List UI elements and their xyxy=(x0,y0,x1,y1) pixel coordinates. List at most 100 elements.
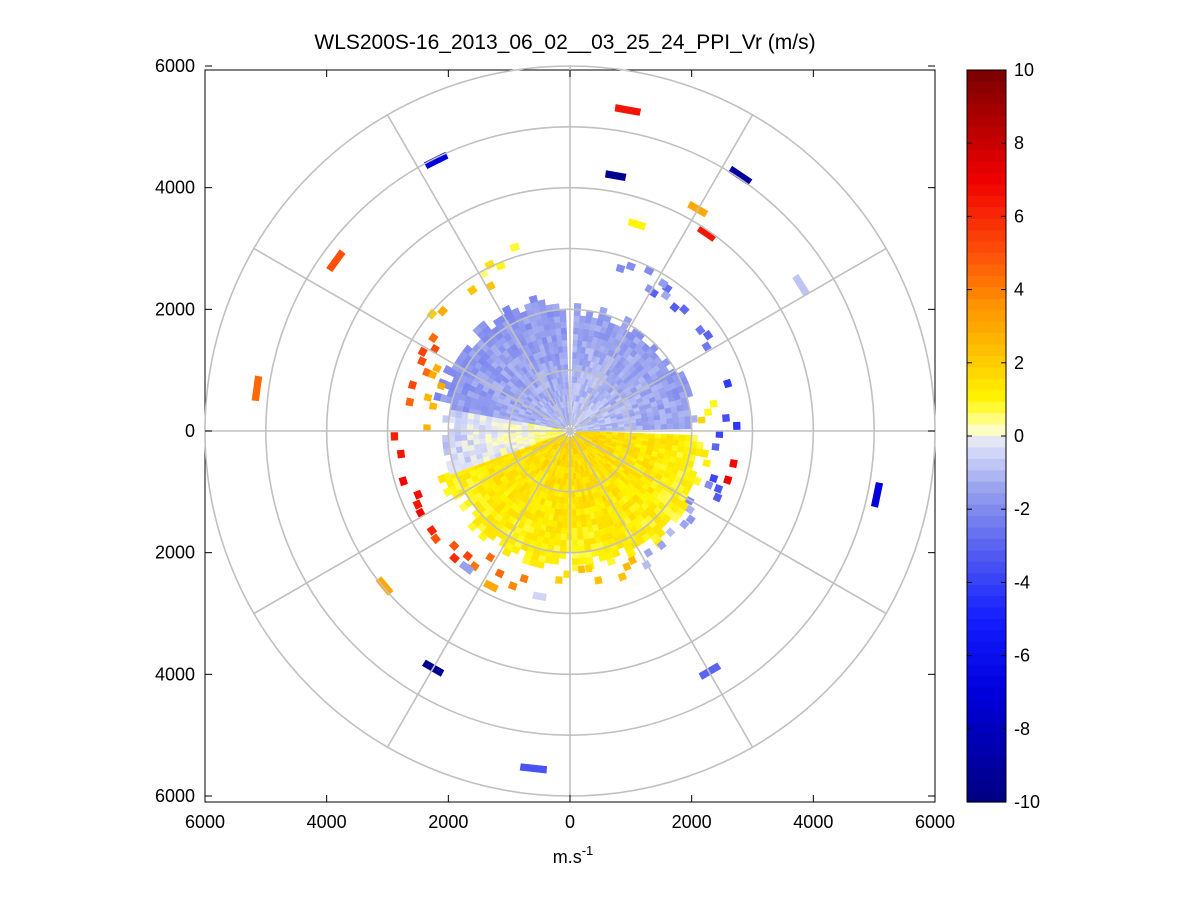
ring-point xyxy=(715,430,724,438)
ring-point xyxy=(432,363,442,373)
colorbar-tick-label: -4 xyxy=(1014,572,1030,592)
colorbar-swatch xyxy=(967,447,1006,460)
field-cell xyxy=(437,474,447,484)
outer-point xyxy=(423,151,449,169)
field-cell xyxy=(624,426,632,431)
field-cell xyxy=(672,434,680,441)
colorbar-swatch xyxy=(967,378,1006,391)
colorbar-swatch xyxy=(967,790,1006,803)
ring-point xyxy=(712,492,723,503)
ring-point xyxy=(563,570,571,578)
field-cell xyxy=(567,400,570,408)
field-cell xyxy=(448,428,455,436)
colorbar-tick-label: 0 xyxy=(1014,426,1024,446)
colorbar-tick-label: 8 xyxy=(1014,133,1024,153)
ring-point xyxy=(519,574,529,584)
field-cell xyxy=(454,428,461,436)
ring-point xyxy=(413,489,423,500)
colorbar-swatch xyxy=(967,92,1006,105)
field-cell xyxy=(462,344,473,355)
colorbar-swatch xyxy=(967,676,1006,689)
field-cell xyxy=(660,423,668,430)
field-cell xyxy=(575,515,582,523)
field-cell xyxy=(479,414,487,421)
ring-point xyxy=(733,421,741,430)
ring-point xyxy=(466,284,478,296)
colorbar-swatch xyxy=(967,390,1006,403)
colorbar-swatch xyxy=(967,218,1006,231)
ring-point xyxy=(669,302,680,313)
field-cell xyxy=(576,521,583,529)
field-cell xyxy=(454,416,462,424)
ring-point xyxy=(685,504,696,515)
colorbar-tick-label: 2 xyxy=(1014,353,1024,373)
outer-point xyxy=(519,763,548,774)
field-cell xyxy=(642,425,650,431)
field-cell xyxy=(562,351,568,359)
colorbar-swatch xyxy=(967,493,1006,506)
field-cell xyxy=(636,425,644,431)
colorbar-swatch xyxy=(967,253,1006,266)
colorbar-swatch xyxy=(967,81,1006,94)
field-cell xyxy=(537,299,546,308)
field-cell xyxy=(478,424,486,430)
colorbar-swatch xyxy=(967,767,1006,780)
ring-point xyxy=(679,519,690,530)
field-cell xyxy=(565,382,569,389)
outer-point xyxy=(458,560,475,575)
field-cell xyxy=(485,415,493,422)
ring-point xyxy=(657,278,669,289)
outer-point xyxy=(482,579,499,593)
colorbar-swatch xyxy=(967,458,1006,471)
field-cell xyxy=(570,503,576,511)
field-cell xyxy=(564,375,569,383)
field-cell xyxy=(666,423,674,430)
field-cell xyxy=(556,333,563,341)
field-cell xyxy=(501,304,512,315)
x-tick-label: 2000 xyxy=(672,812,712,832)
outer-point xyxy=(627,218,647,231)
ring-point xyxy=(643,547,654,558)
colorbar-swatch xyxy=(967,504,1006,517)
field-cell xyxy=(600,428,607,431)
colorbar-swatch xyxy=(967,104,1006,117)
colorbar-swatch xyxy=(967,481,1006,494)
field-cell xyxy=(696,441,704,450)
colorbar-tick-label: -10 xyxy=(1014,792,1040,812)
field-cell xyxy=(570,491,575,499)
ring-point xyxy=(695,324,706,336)
colorbar-tick-label: -6 xyxy=(1014,646,1030,666)
colorbar-swatch xyxy=(967,310,1006,323)
outer-point xyxy=(326,249,346,273)
field-cell xyxy=(578,557,587,565)
field-cell xyxy=(497,417,505,424)
field-cell xyxy=(612,427,619,431)
field-cell xyxy=(570,497,576,505)
field-cell xyxy=(565,388,570,395)
field-cell xyxy=(571,515,577,523)
grid-spoke xyxy=(386,430,571,748)
ring-point xyxy=(448,540,460,552)
x-axis-label-base: m.s xyxy=(553,847,582,867)
field-cell xyxy=(472,438,480,445)
ring-point xyxy=(494,568,505,579)
field-cell xyxy=(561,521,568,529)
x-tick-label: 0 xyxy=(565,812,575,832)
field-cell xyxy=(573,321,580,329)
colorbar-swatch xyxy=(967,333,1006,346)
field-cell xyxy=(572,333,579,341)
field-cell xyxy=(598,553,608,562)
colorbar-swatch xyxy=(967,630,1006,643)
y-tick-label: 4000 xyxy=(155,178,195,198)
field-cell xyxy=(570,473,574,480)
velocity-field xyxy=(251,104,884,774)
field-cell xyxy=(496,433,504,438)
x-tick-label: 6000 xyxy=(185,812,225,832)
field-cell xyxy=(490,433,498,439)
y-tick-label: 2000 xyxy=(155,299,195,319)
outer-point xyxy=(614,104,642,116)
outer-point xyxy=(604,170,627,182)
ring-point xyxy=(703,408,713,416)
field-cell xyxy=(442,364,453,375)
